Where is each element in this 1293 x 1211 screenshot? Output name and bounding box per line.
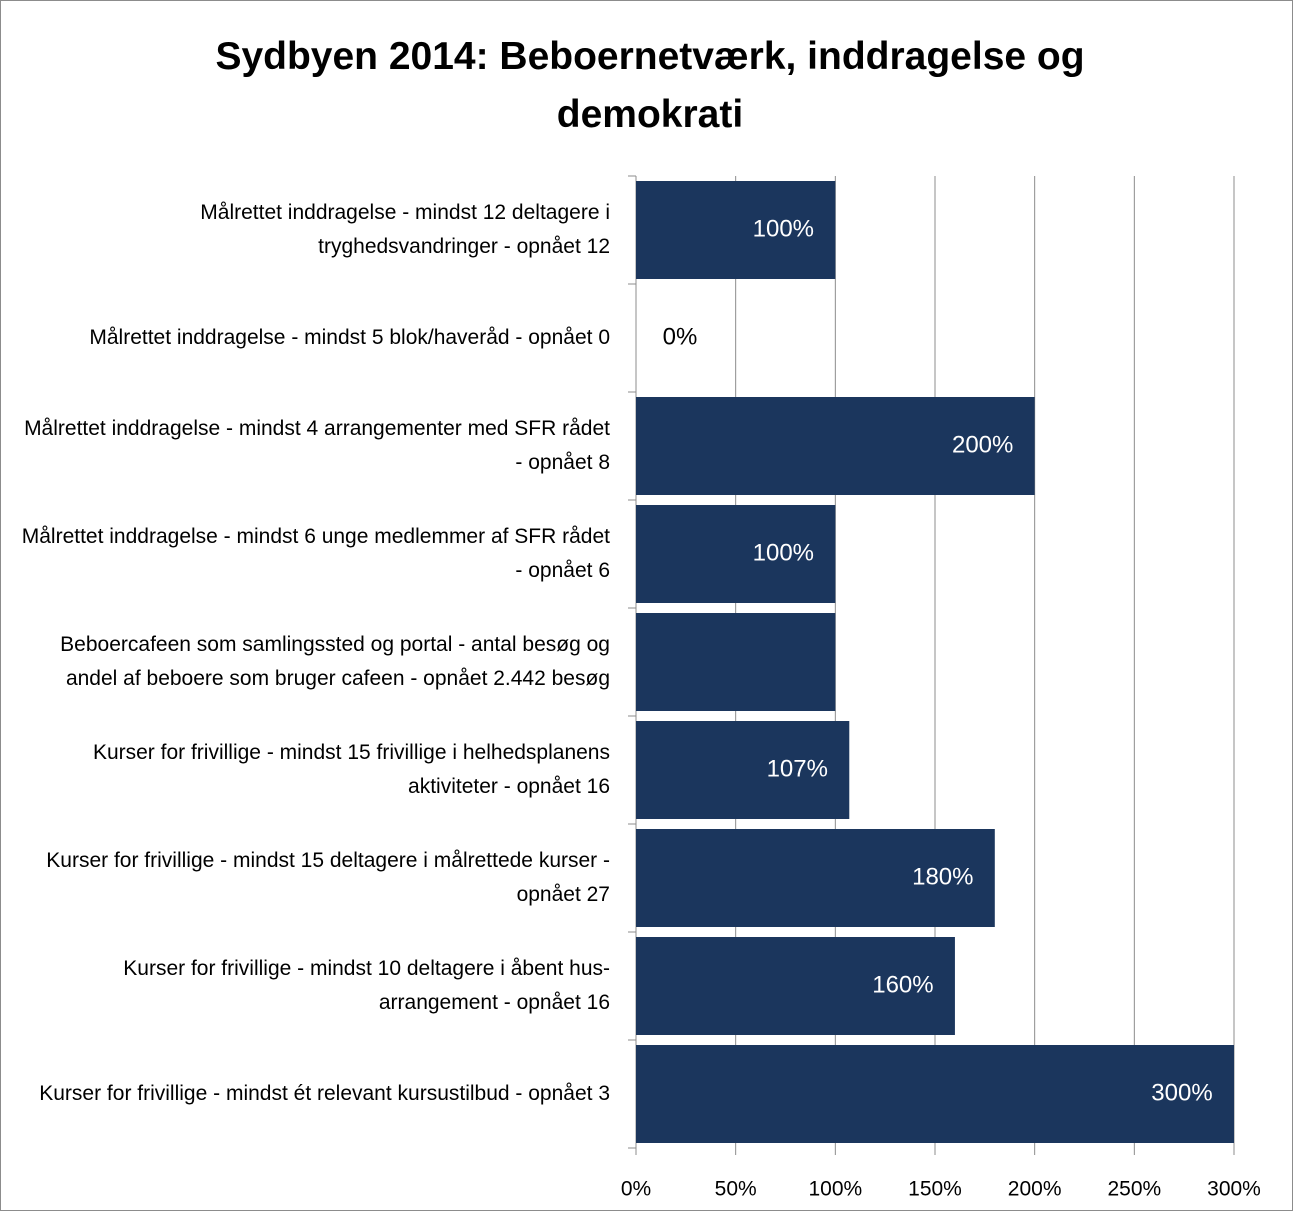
y-tick-label: Kurser for frivillige - mindst 10 deltag… [123, 957, 610, 1014]
chart-title: Sydbyen 2014: Beboernetværk, inddragelse… [215, 35, 1085, 136]
bar [636, 613, 836, 711]
y-tick-label: Målrettet inddragelse - mindst 4 arrange… [24, 417, 610, 474]
y-tick-label: Målrettet inddragelse - mindst 5 blok/ha… [89, 326, 610, 349]
data-label: 200% [952, 431, 1013, 458]
bar [636, 505, 836, 603]
data-label: 160% [872, 971, 933, 998]
x-tick-label: 250% [1107, 1178, 1161, 1201]
x-tick-label: 100% [808, 1178, 862, 1201]
x-tick-label: 200% [1008, 1178, 1062, 1201]
y-tick-label: Målrettet inddragelse - mindst 6 unge me… [21, 525, 610, 582]
x-tick-label: 0% [621, 1178, 651, 1201]
x-tick-label: 150% [908, 1178, 962, 1201]
bar [636, 1045, 1234, 1143]
y-tick-label: Kurser for frivillige - mindst 15 deltag… [46, 849, 610, 906]
x-tick-label: 50% [715, 1178, 757, 1201]
y-tick-label: Målrettet inddragelse - mindst 12 deltag… [200, 201, 610, 258]
y-tick-label: Beboercafeen som samlingssted og portal … [60, 633, 610, 690]
bar [636, 937, 955, 1035]
data-label: 100% [753, 215, 814, 242]
bar [636, 721, 850, 819]
bar [636, 397, 1035, 495]
bar [636, 181, 836, 279]
data-label: 107% [767, 755, 828, 782]
data-label: 300% [1151, 1079, 1212, 1106]
y-tick-label: Kurser for frivillige - mindst 15 frivil… [92, 741, 610, 798]
data-label: 180% [912, 863, 973, 890]
data-label: 100% [753, 539, 814, 566]
y-tick-label: Kurser for frivillige - mindst ét releva… [39, 1082, 610, 1105]
x-tick-label: 300% [1207, 1178, 1261, 1201]
data-label: 0% [663, 323, 698, 350]
bar [636, 829, 995, 927]
